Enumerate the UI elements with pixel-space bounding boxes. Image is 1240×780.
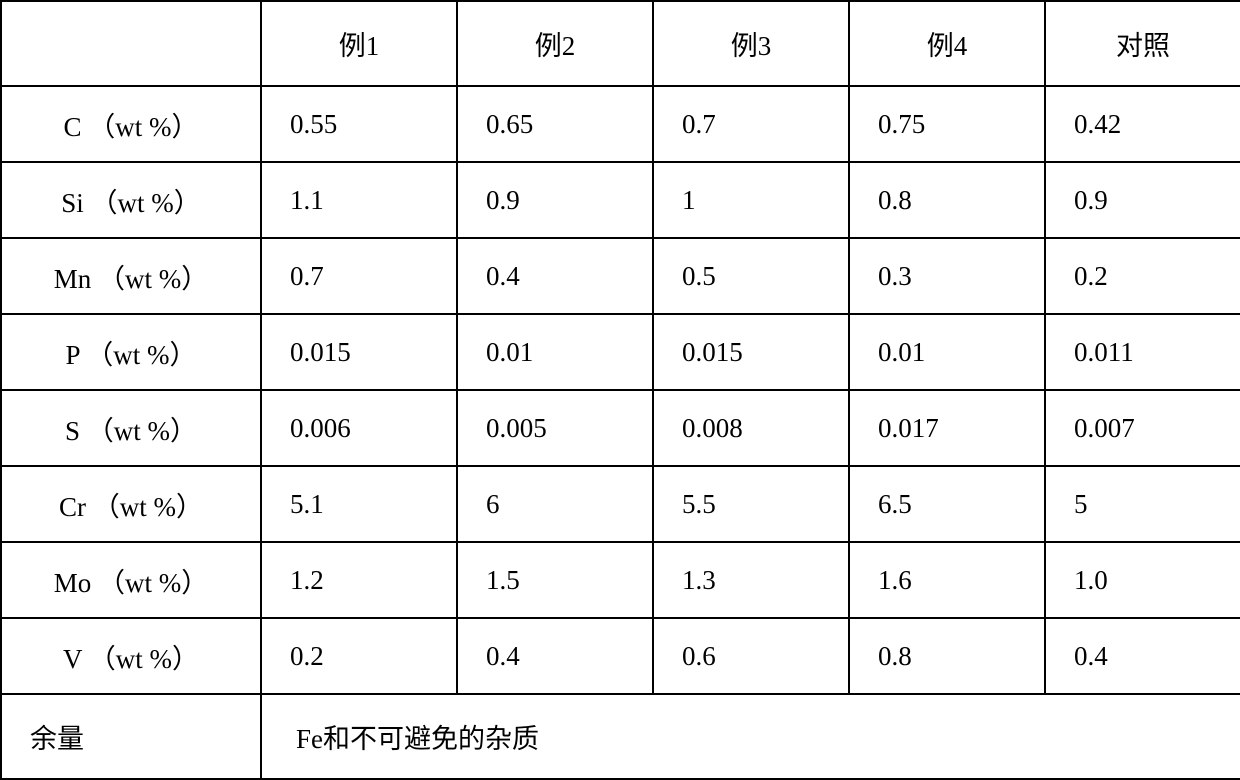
col-header-control: 对照: [1045, 1, 1240, 86]
cell: 0.8: [849, 162, 1045, 238]
cell: 0.4: [1045, 618, 1240, 694]
cell: 0.01: [457, 314, 653, 390]
cell: 0.7: [653, 86, 849, 162]
cell: 0.01: [849, 314, 1045, 390]
cell: 0.005: [457, 390, 653, 466]
footer-label: 余量: [1, 694, 261, 779]
cell: 1.5: [457, 542, 653, 618]
table-row: V （wt %） 0.2 0.4 0.6 0.8 0.4: [1, 618, 1240, 694]
cell: 0.55: [261, 86, 457, 162]
row-label: C （wt %）: [1, 86, 261, 162]
table-footer-row: 余量 Fe和不可避免的杂质: [1, 694, 1240, 779]
cell: 5.5: [653, 466, 849, 542]
cell: 0.6: [653, 618, 849, 694]
cell: 0.75: [849, 86, 1045, 162]
row-label: V （wt %）: [1, 618, 261, 694]
cell: 0.65: [457, 86, 653, 162]
col-header-blank: [1, 1, 261, 86]
col-header-ex3: 例3: [653, 1, 849, 86]
table-row: S （wt %） 0.006 0.005 0.008 0.017 0.007: [1, 390, 1240, 466]
row-label: Mn （wt %）: [1, 238, 261, 314]
cell: 1.0: [1045, 542, 1240, 618]
table-row: Mo （wt %） 1.2 1.5 1.3 1.6 1.0: [1, 542, 1240, 618]
col-header-ex4: 例4: [849, 1, 1045, 86]
table-row: Mn （wt %） 0.7 0.4 0.5 0.3 0.2: [1, 238, 1240, 314]
cell: 0.9: [1045, 162, 1240, 238]
row-label: Cr （wt %）: [1, 466, 261, 542]
table-row: Cr （wt %） 5.1 6 5.5 6.5 5: [1, 466, 1240, 542]
cell: 0.2: [261, 618, 457, 694]
table-row: P （wt %） 0.015 0.01 0.015 0.01 0.011: [1, 314, 1240, 390]
table-row: Si （wt %） 1.1 0.9 1 0.8 0.9: [1, 162, 1240, 238]
cell: 0.9: [457, 162, 653, 238]
cell: 0.015: [653, 314, 849, 390]
cell: 1.2: [261, 542, 457, 618]
cell: 0.017: [849, 390, 1045, 466]
cell: 0.008: [653, 390, 849, 466]
row-label: Si （wt %）: [1, 162, 261, 238]
cell: 6.5: [849, 466, 1045, 542]
col-header-ex2: 例2: [457, 1, 653, 86]
row-label: S （wt %）: [1, 390, 261, 466]
cell: 1: [653, 162, 849, 238]
cell: 0.3: [849, 238, 1045, 314]
row-label: Mo （wt %）: [1, 542, 261, 618]
cell: 0.4: [457, 238, 653, 314]
cell: 1.3: [653, 542, 849, 618]
cell: 0.7: [261, 238, 457, 314]
cell: 6: [457, 466, 653, 542]
composition-table: 例1 例2 例3 例4 对照 C （wt %） 0.55 0.65 0.7 0.…: [0, 0, 1240, 780]
cell: 0.006: [261, 390, 457, 466]
footer-text: Fe和不可避免的杂质: [261, 694, 1240, 779]
cell: 0.015: [261, 314, 457, 390]
cell: 5.1: [261, 466, 457, 542]
cell: 0.42: [1045, 86, 1240, 162]
cell: 0.5: [653, 238, 849, 314]
cell: 0.011: [1045, 314, 1240, 390]
cell: 5: [1045, 466, 1240, 542]
table-row: C （wt %） 0.55 0.65 0.7 0.75 0.42: [1, 86, 1240, 162]
cell: 1.1: [261, 162, 457, 238]
col-header-ex1: 例1: [261, 1, 457, 86]
cell: 0.4: [457, 618, 653, 694]
cell: 0.2: [1045, 238, 1240, 314]
table-container: 例1 例2 例3 例4 对照 C （wt %） 0.55 0.65 0.7 0.…: [0, 0, 1240, 776]
row-label: P （wt %）: [1, 314, 261, 390]
cell: 1.6: [849, 542, 1045, 618]
table-header-row: 例1 例2 例3 例4 对照: [1, 1, 1240, 86]
cell: 0.007: [1045, 390, 1240, 466]
cell: 0.8: [849, 618, 1045, 694]
